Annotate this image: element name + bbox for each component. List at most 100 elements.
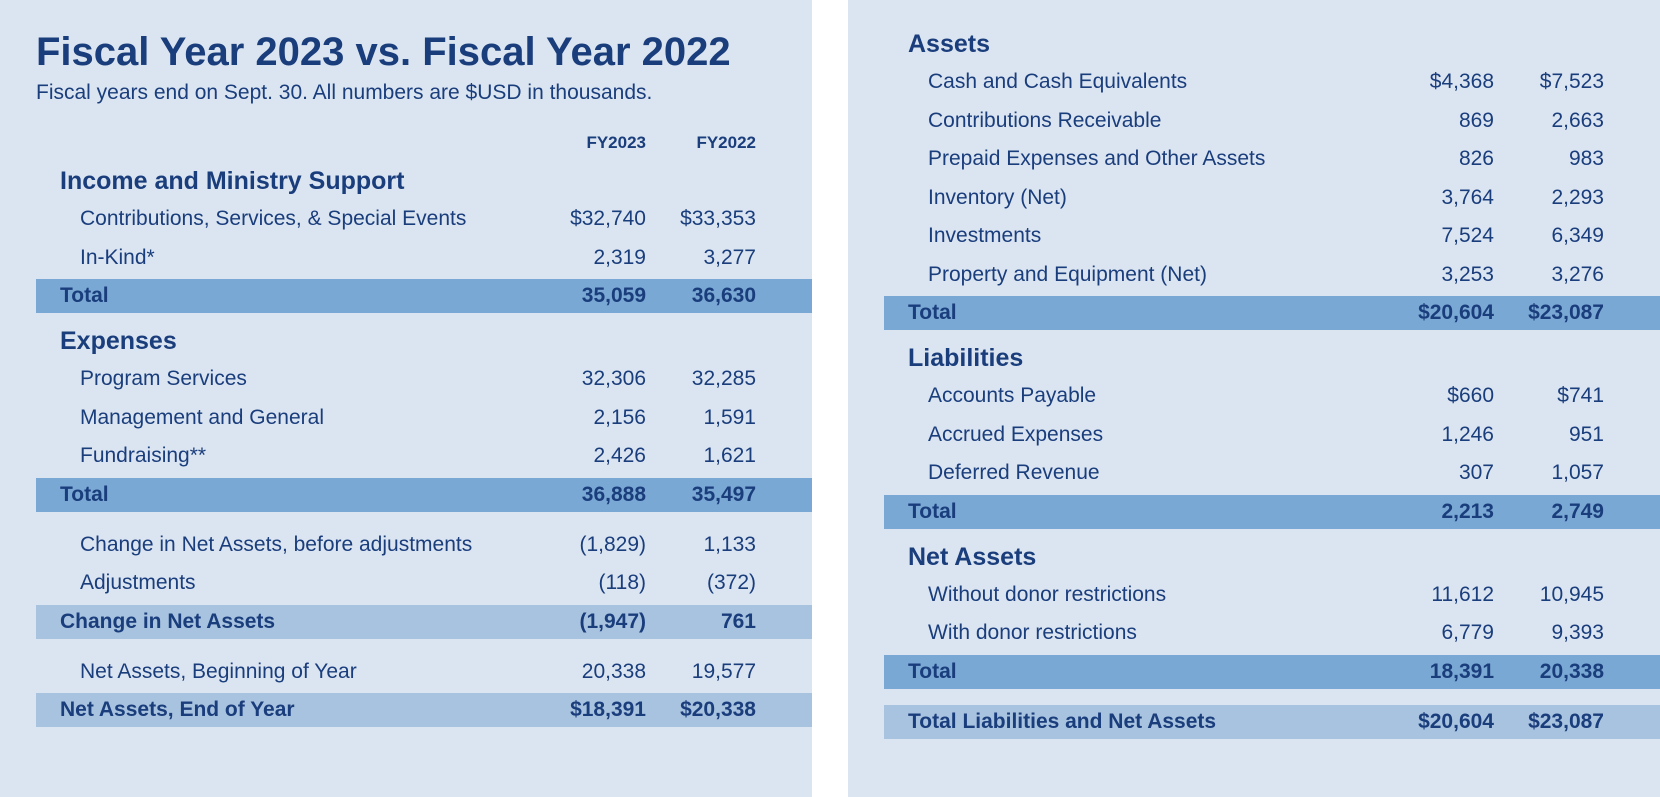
- row-label: Net Assets, Beginning of Year: [80, 656, 536, 689]
- row-value: 19,577: [646, 656, 756, 689]
- row-value: 3,277: [646, 242, 756, 275]
- row-value: 20,338: [536, 656, 646, 689]
- row-value: 2,156: [536, 402, 646, 435]
- row-value: 1,591: [646, 402, 756, 435]
- row-value: 2,426: [536, 440, 646, 473]
- total-row: Change in Net Assets (1,947) 761: [36, 605, 812, 639]
- table-row: Program Services 32,306 32,285: [36, 360, 812, 399]
- row-value: 1,133: [646, 529, 756, 562]
- total-row: Total $20,604 $23,087: [884, 296, 1660, 330]
- table-row: Fundraising** 2,426 1,621: [36, 437, 812, 476]
- row-value: 951: [1494, 419, 1604, 452]
- total-row: Total 2,213 2,749: [884, 495, 1660, 529]
- row-value: 3,276: [1494, 259, 1604, 292]
- row-value: 6,779: [1384, 617, 1494, 650]
- total-value: 35,059: [536, 284, 646, 308]
- table-row: Contributions Receivable 869 2,663: [884, 102, 1660, 141]
- section-expenses-title: Expenses: [36, 327, 812, 356]
- table-row: Accounts Payable $660 $741: [884, 377, 1660, 416]
- total-value: $23,087: [1494, 301, 1604, 325]
- page-subtitle: Fiscal years end on Sept. 30. All number…: [36, 81, 812, 105]
- row-value: 2,663: [1494, 105, 1604, 138]
- table-row: Deferred Revenue 307 1,057: [884, 454, 1660, 493]
- row-value: 6,349: [1494, 220, 1604, 253]
- row-value: 32,285: [646, 363, 756, 396]
- row-label: Inventory (Net): [928, 182, 1384, 215]
- row-label: Accounts Payable: [928, 380, 1384, 413]
- row-value: 869: [1384, 105, 1494, 138]
- table-row: With donor restrictions 6,779 9,393: [884, 614, 1660, 653]
- total-value: $23,087: [1494, 710, 1604, 734]
- row-value: 307: [1384, 457, 1494, 490]
- total-value: 18,391: [1384, 660, 1494, 684]
- column-headers: FY2023 FY2022: [36, 133, 812, 153]
- total-value: 35,497: [646, 483, 756, 507]
- page-title: Fiscal Year 2023 vs. Fiscal Year 2022: [36, 30, 812, 75]
- row-label: Contributions Receivable: [928, 105, 1384, 138]
- total-value: 36,630: [646, 284, 756, 308]
- row-value: (118): [536, 567, 646, 600]
- section-netassets-title: Net Assets: [884, 543, 1660, 572]
- total-label: Total: [908, 301, 1384, 325]
- row-label: Management and General: [80, 402, 536, 435]
- row-value: 11,612: [1384, 579, 1494, 612]
- total-label: Total: [60, 284, 536, 308]
- row-value: $7,523: [1494, 66, 1604, 99]
- section-income-title: Income and Ministry Support: [36, 167, 812, 196]
- col-header-fy2023: FY2023: [536, 133, 646, 153]
- row-value: $660: [1384, 380, 1494, 413]
- row-value: 10,945: [1494, 579, 1604, 612]
- grand-total-row: Total Liabilities and Net Assets $20,604…: [884, 705, 1660, 739]
- row-value: $33,353: [646, 203, 756, 236]
- row-label: Contributions, Services, & Special Event…: [80, 203, 536, 236]
- row-label: Accrued Expenses: [928, 419, 1384, 452]
- row-value: 3,253: [1384, 259, 1494, 292]
- total-label: Change in Net Assets: [60, 610, 536, 634]
- total-row: Total 35,059 36,630: [36, 279, 812, 313]
- total-value: (1,947): [536, 610, 646, 634]
- table-row: Cash and Cash Equivalents $4,368 $7,523: [884, 63, 1660, 102]
- total-value: $18,391: [536, 698, 646, 722]
- row-label: Change in Net Assets, before adjustments: [80, 529, 536, 562]
- table-row: Accrued Expenses 1,246 951: [884, 416, 1660, 455]
- table-row: Change in Net Assets, before adjustments…: [36, 526, 812, 565]
- row-value: $741: [1494, 380, 1604, 413]
- table-row: Prepaid Expenses and Other Assets 826 98…: [884, 140, 1660, 179]
- total-value: 761: [646, 610, 756, 634]
- row-value: 826: [1384, 143, 1494, 176]
- row-value: $4,368: [1384, 66, 1494, 99]
- total-value: 36,888: [536, 483, 646, 507]
- section-liabilities-title: Liabilities: [884, 344, 1660, 373]
- row-label: Investments: [928, 220, 1384, 253]
- section-assets-title: Assets: [884, 30, 1660, 59]
- row-value: 1,057: [1494, 457, 1604, 490]
- row-value: (1,829): [536, 529, 646, 562]
- row-label: Cash and Cash Equivalents: [928, 66, 1384, 99]
- total-label: Total: [60, 483, 536, 507]
- total-row: Total 18,391 20,338: [884, 655, 1660, 689]
- row-label: Program Services: [80, 363, 536, 396]
- right-panel: Assets Cash and Cash Equivalents $4,368 …: [848, 0, 1660, 797]
- row-value: 3,764: [1384, 182, 1494, 215]
- row-value: 983: [1494, 143, 1604, 176]
- row-label: With donor restrictions: [928, 617, 1384, 650]
- total-row: Total 36,888 35,497: [36, 478, 812, 512]
- col-header-fy2022: FY2022: [646, 133, 756, 153]
- row-label: Adjustments: [80, 567, 536, 600]
- row-value: 1,621: [646, 440, 756, 473]
- total-label: Total: [908, 660, 1384, 684]
- total-label: Total: [908, 500, 1384, 524]
- row-label: In-Kind*: [80, 242, 536, 275]
- row-value: 2,293: [1494, 182, 1604, 215]
- table-row: Adjustments (118) (372): [36, 564, 812, 603]
- row-value: 32,306: [536, 363, 646, 396]
- total-value: 2,749: [1494, 500, 1604, 524]
- total-row: Net Assets, End of Year $18,391 $20,338: [36, 693, 812, 727]
- table-row: Net Assets, Beginning of Year 20,338 19,…: [36, 653, 812, 692]
- table-row: Management and General 2,156 1,591: [36, 399, 812, 438]
- row-value: $32,740: [536, 203, 646, 236]
- total-value: $20,338: [646, 698, 756, 722]
- row-label: Property and Equipment (Net): [928, 259, 1384, 292]
- row-label: Fundraising**: [80, 440, 536, 473]
- row-value: (372): [646, 567, 756, 600]
